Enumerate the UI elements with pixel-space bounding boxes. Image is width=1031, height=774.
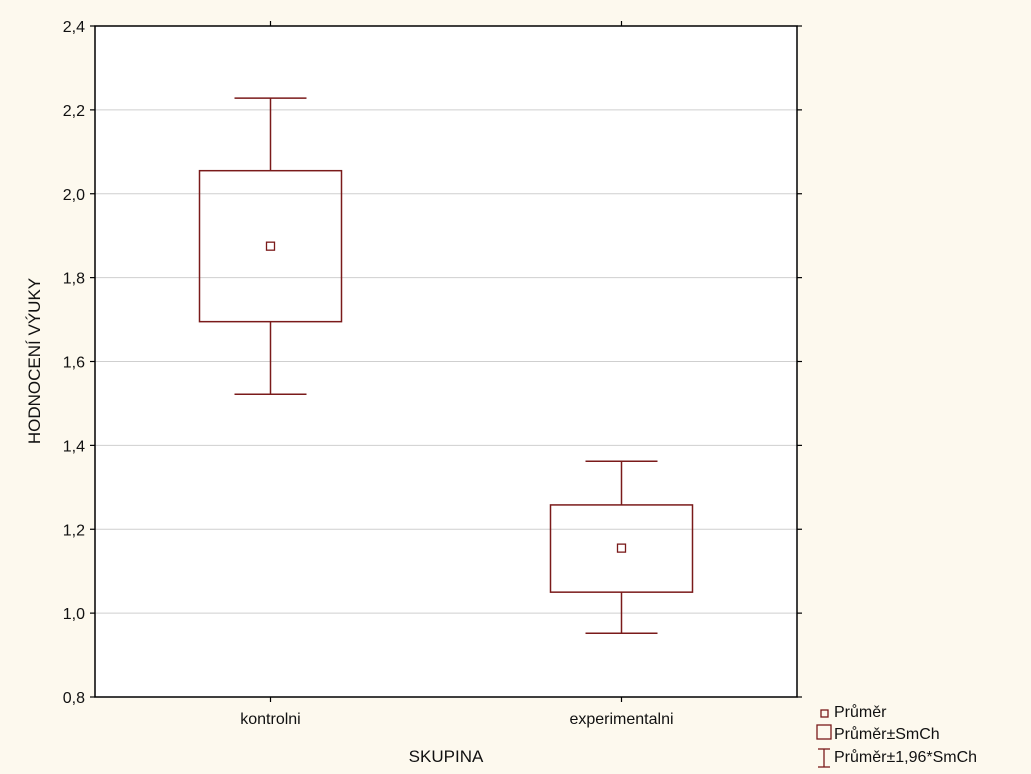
legend-label-mean: Průměr <box>834 703 887 721</box>
mean-marker <box>616 543 627 553</box>
se-box <box>198 169 343 323</box>
box-group <box>549 460 694 635</box>
grid-lines <box>95 109 797 614</box>
legend: Průměr Průměr±SmCh Průměr±1,96*SmCh <box>816 703 977 768</box>
box-group <box>198 97 343 395</box>
y-tick-label: 2,0 <box>63 187 85 204</box>
legend-se-box-icon <box>816 724 832 740</box>
y-tick-label: 1,0 <box>63 606 85 623</box>
y-tick-label: 1,6 <box>63 355 85 372</box>
y-axis-title: HODNOCENÍ VÝUKY <box>25 278 44 444</box>
y-tick-label: 1,2 <box>63 522 85 539</box>
y-tick-label: 2,4 <box>63 19 85 36</box>
legend-label-mean-se: Průměr±SmCh <box>834 725 940 743</box>
se-box <box>549 504 694 593</box>
x-axis: kontrolni experimentalni <box>240 21 674 728</box>
y-tick-label: 2,2 <box>63 103 85 120</box>
y-axis: 0,8 1,0 1,2 1,4 1,6 1,8 2,0 2,2 2,4 <box>63 19 802 707</box>
legend-mean-icon <box>820 709 829 718</box>
x-tick-label: experimentalni <box>569 711 673 728</box>
legend-label-mean-ci: Průměr±1,96*SmCh <box>834 748 977 766</box>
x-axis-title: SKUPINA <box>409 747 484 766</box>
box-series <box>198 97 694 635</box>
y-tick-label: 1,4 <box>63 438 85 455</box>
legend-whisker-icon <box>818 748 830 768</box>
y-tick-label: 1,8 <box>63 271 85 288</box>
x-tick-label: kontrolni <box>240 711 300 728</box>
mean-marker <box>265 241 276 251</box>
y-tick-label: 0,8 <box>63 690 85 707</box>
